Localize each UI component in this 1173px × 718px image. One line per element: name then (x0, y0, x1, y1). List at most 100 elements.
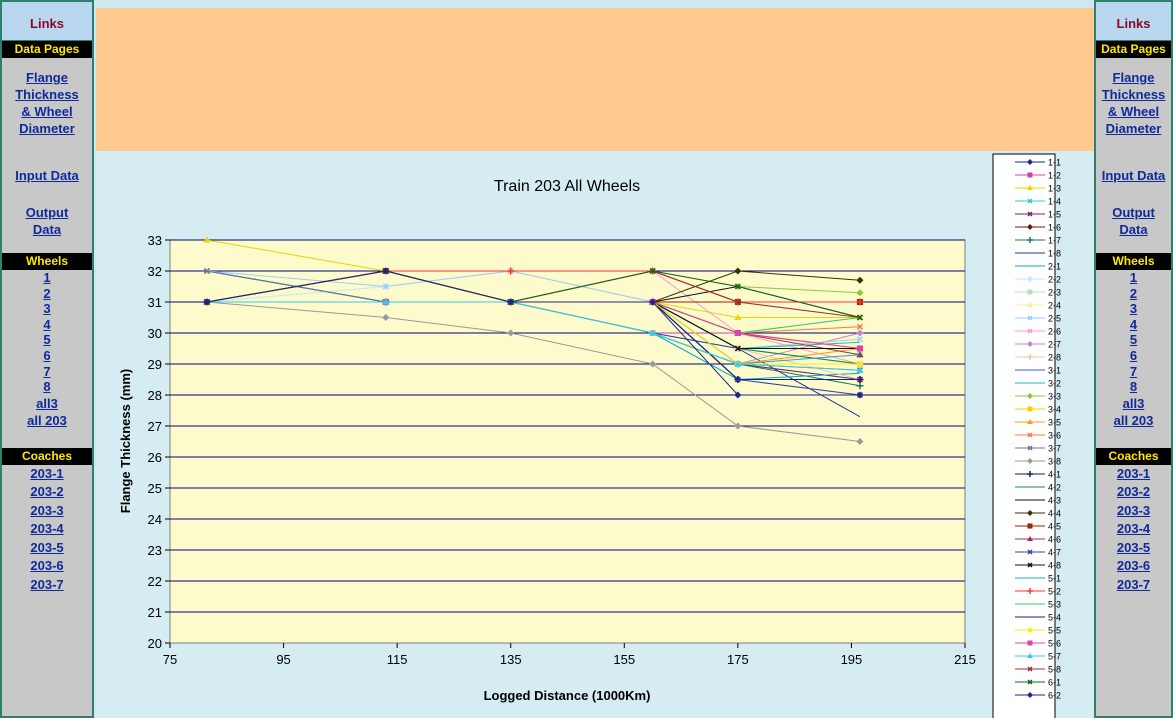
coach-link-203-4[interactable]: 203-4 (30, 521, 64, 537)
coach-link-203-4[interactable]: 203-4 (1116, 521, 1151, 537)
wheel-link-2[interactable]: 2 (1129, 285, 1138, 301)
data-point-3-3 (856, 289, 864, 297)
wheel-link-3[interactable]: 3 (1129, 301, 1138, 317)
data-point-6-1 (856, 314, 863, 321)
coach-link-203-2[interactable]: 203-2 (30, 484, 64, 500)
legend-label-2-6: 2-6 (1048, 327, 1061, 337)
legend-marker-3-7 (1027, 445, 1033, 451)
input-data-link[interactable]: Input Data (1101, 168, 1166, 183)
coach-link-203-7[interactable]: 203-7 (1116, 576, 1151, 592)
legend-marker-1-5 (1027, 211, 1033, 217)
flange-thickness-link-line3[interactable]: & Wheel (21, 104, 73, 119)
y-tick-label: 22 (148, 574, 162, 589)
wheel-link-all3[interactable]: all3 (36, 395, 58, 411)
output-data-link-line1[interactable]: Output (25, 205, 69, 220)
flange-thickness-link-line3[interactable]: & Wheel (1107, 104, 1160, 119)
x-tick-label: 195 (841, 652, 863, 667)
coach-link-203-5[interactable]: 203-5 (30, 539, 64, 555)
data-point-6-2 (507, 298, 515, 306)
y-tick-label: 23 (148, 543, 162, 558)
data-point-1-7 (856, 382, 864, 390)
y-axis-label: Flange Thickness (mm) (118, 369, 133, 513)
y-tick-label: 33 (148, 233, 162, 248)
coach-link-203-3[interactable]: 203-3 (1116, 502, 1151, 518)
wheel-link-4[interactable]: 4 (43, 316, 51, 332)
data-point-2-7 (856, 329, 864, 337)
wheel-link-7[interactable]: 7 (43, 363, 51, 379)
wheel-link-all3[interactable]: all3 (1122, 395, 1145, 411)
legend-label-5-7: 5-7 (1048, 652, 1061, 662)
legend-label-5-2: 5-2 (1048, 587, 1061, 597)
legend-marker-4-4 (1027, 510, 1033, 516)
input-data-link[interactable]: Input Data (15, 168, 79, 183)
legend-marker-4-5 (1027, 523, 1033, 529)
legend: 1-1 1-2 1-3 1-4 1-5 1-6 1-7 1-8 2-1 2-2 2-3 2-4 2-5 2… (1015, 158, 1061, 701)
legend-marker-1-3 (1027, 185, 1033, 190)
flange-thickness-link-line1[interactable]: Flange (26, 70, 68, 85)
wheel-link-5[interactable]: 5 (1129, 332, 1138, 348)
flange-thickness-chart: 20 21 22 23 24 25 26 27 28 29 30 31 32 33 75 95 115 135 15… (118, 153, 1061, 718)
wheel-link-all-203[interactable]: all 203 (1113, 412, 1154, 428)
coach-link-203-3[interactable]: 203-3 (30, 502, 64, 518)
legend-label-1-3: 1-3 (1048, 184, 1061, 194)
data-point-6-2 (856, 391, 864, 399)
x-tick-label: 75 (163, 652, 177, 667)
legend-marker-4-6 (1027, 536, 1033, 541)
data-pages-bar: Data Pages (2, 41, 92, 58)
wheel-link-6[interactable]: 6 (43, 347, 51, 363)
data-point-5-7 (649, 329, 657, 336)
legend-marker-2-8 (1027, 354, 1033, 360)
y-tick-label: 20 (148, 636, 162, 651)
data-point-5-6 (734, 330, 741, 336)
legend-label-1-7: 1-7 (1048, 236, 1061, 246)
legend-label-2-3: 2-3 (1048, 288, 1061, 298)
wheel-link-1[interactable]: 1 (1129, 270, 1138, 285)
coach-link-203-2[interactable]: 203-2 (1116, 484, 1151, 500)
wheel-link-4[interactable]: 4 (1129, 316, 1138, 332)
x-tick-label: 95 (276, 652, 290, 667)
header-banner (96, 8, 1094, 151)
wheel-link-all-203[interactable]: all 203 (27, 412, 67, 428)
wheel-link-2[interactable]: 2 (43, 285, 51, 301)
series-line-6-2 (206, 270, 860, 396)
data-point-3-8 (649, 360, 657, 368)
coach-link-203-7[interactable]: 203-7 (30, 576, 64, 592)
data-point-5-7 (856, 366, 864, 373)
y-tick-label: 27 (148, 419, 162, 434)
data-point-1-3 (203, 236, 211, 243)
wheel-link-7[interactable]: 7 (1129, 363, 1138, 379)
data-point-5-7 (734, 360, 742, 367)
wheel-link-3[interactable]: 3 (43, 301, 51, 317)
legend-marker-1-2 (1027, 172, 1033, 178)
flange-thickness-link-line4[interactable]: Diameter (19, 121, 75, 136)
data-point-3-8 (734, 422, 742, 430)
flange-thickness-link-line1[interactable]: Flange (1112, 70, 1155, 85)
output-data-link-line2[interactable]: Data (32, 222, 62, 237)
links-header: Links (2, 2, 92, 41)
legend-marker-5-6 (1027, 640, 1033, 646)
coach-link-203-6[interactable]: 203-6 (1116, 558, 1151, 574)
coach-link-203-1[interactable]: 203-1 (1116, 465, 1151, 481)
coaches-bar: Coaches (2, 447, 92, 465)
output-data-link-line2[interactable]: Data (1119, 222, 1148, 237)
legend-label-4-1: 4-1 (1048, 470, 1061, 480)
coach-link-203-6[interactable]: 203-6 (30, 558, 64, 574)
legend-label-3-3: 3-3 (1048, 392, 1061, 402)
output-data-link-line1[interactable]: Output (1112, 205, 1155, 220)
flange-thickness-link-line2[interactable]: Thickness (15, 87, 79, 102)
wheel-link-5[interactable]: 5 (43, 332, 51, 348)
legend-label-1-2: 1-2 (1048, 171, 1061, 181)
flange-thickness-link-line2[interactable]: Thickness (1101, 87, 1166, 102)
wheel-link-1[interactable]: 1 (43, 270, 51, 285)
coach-link-203-1[interactable]: 203-1 (30, 465, 64, 481)
legend-label-3-4: 3-4 (1048, 405, 1061, 415)
wheel-link-8[interactable]: 8 (1129, 379, 1138, 395)
wheels-bar: Wheels (2, 253, 92, 270)
wheel-link-6[interactable]: 6 (1129, 347, 1138, 363)
wheel-link-8[interactable]: 8 (43, 379, 51, 395)
y-tick-label: 29 (148, 357, 162, 372)
flange-thickness-link-line4[interactable]: Diameter (1105, 121, 1162, 136)
y-tick-label: 21 (148, 605, 162, 620)
data-point-3-8 (382, 314, 390, 321)
coach-link-203-5[interactable]: 203-5 (1116, 539, 1151, 555)
